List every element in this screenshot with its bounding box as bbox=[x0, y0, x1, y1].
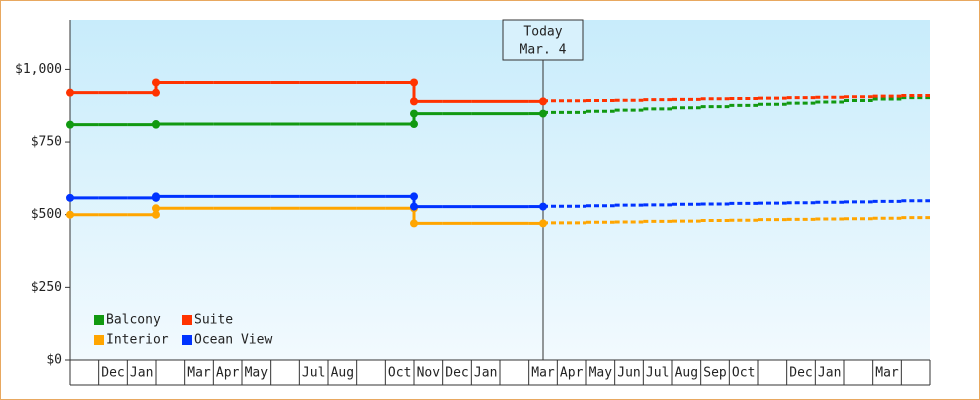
legend-label: Suite bbox=[194, 313, 233, 328]
x-tick-label: Dec bbox=[789, 366, 812, 381]
x-tick-label: Jan bbox=[818, 366, 841, 381]
x-tick-label: May bbox=[589, 366, 613, 381]
price-marker bbox=[410, 78, 418, 87]
price-marker bbox=[152, 120, 160, 129]
x-tick-label: Mar bbox=[531, 366, 555, 381]
price-marker bbox=[152, 210, 160, 219]
legend-label: Balcony bbox=[106, 313, 161, 328]
x-tick-label: Aug bbox=[331, 366, 354, 381]
price-marker bbox=[410, 109, 418, 118]
x-tick-label: Oct bbox=[388, 366, 411, 381]
x-tick-label: Aug bbox=[675, 366, 698, 381]
x-tick-label: Apr bbox=[216, 366, 240, 381]
x-tick-label: Jul bbox=[646, 366, 669, 381]
price-marker bbox=[66, 210, 74, 219]
x-tick-label: Nov bbox=[417, 366, 441, 381]
today-date: Mar. 4 bbox=[520, 43, 567, 58]
price-marker bbox=[410, 219, 418, 228]
y-tick-label: $500 bbox=[31, 207, 62, 222]
price-marker bbox=[152, 204, 160, 213]
y-tick-label: $0 bbox=[46, 353, 62, 368]
plot-area bbox=[70, 20, 930, 360]
x-tick-label: Sep bbox=[703, 366, 727, 381]
legend-swatch bbox=[94, 315, 104, 325]
legend-swatch bbox=[182, 315, 192, 325]
legend-swatch bbox=[94, 335, 104, 345]
price-marker bbox=[66, 193, 74, 202]
price-marker bbox=[410, 192, 418, 201]
price-marker bbox=[152, 192, 160, 201]
x-tick-label: Dec bbox=[445, 366, 468, 381]
price-marker bbox=[410, 202, 418, 211]
x-tick-label: Oct bbox=[732, 366, 755, 381]
y-tick-label: $750 bbox=[31, 135, 62, 150]
today-box bbox=[502, 19, 584, 61]
x-tick-label: Dec bbox=[101, 366, 124, 381]
x-tick-label: Apr bbox=[560, 366, 584, 381]
x-tick-label: Jun bbox=[617, 366, 640, 381]
x-tick-label: May bbox=[245, 366, 269, 381]
y-tick-label: $250 bbox=[31, 280, 62, 295]
legend-swatch bbox=[182, 335, 192, 345]
price-marker bbox=[410, 97, 418, 106]
y-tick-label: $1,000 bbox=[15, 62, 62, 77]
price-marker bbox=[152, 88, 160, 97]
price-marker bbox=[66, 120, 74, 129]
x-tick-label: Mar bbox=[187, 366, 211, 381]
x-tick-label: Mar bbox=[875, 366, 899, 381]
legend-label: Interior bbox=[106, 333, 169, 348]
today-title: Today bbox=[523, 25, 562, 40]
x-tick-label: Jan bbox=[474, 366, 497, 381]
price-marker bbox=[66, 88, 74, 97]
x-tick-label: Jul bbox=[302, 366, 325, 381]
x-tick-label: Jan bbox=[130, 366, 153, 381]
legend-label: Ocean View bbox=[194, 333, 272, 348]
price-marker bbox=[152, 78, 160, 87]
price-marker bbox=[410, 120, 418, 129]
